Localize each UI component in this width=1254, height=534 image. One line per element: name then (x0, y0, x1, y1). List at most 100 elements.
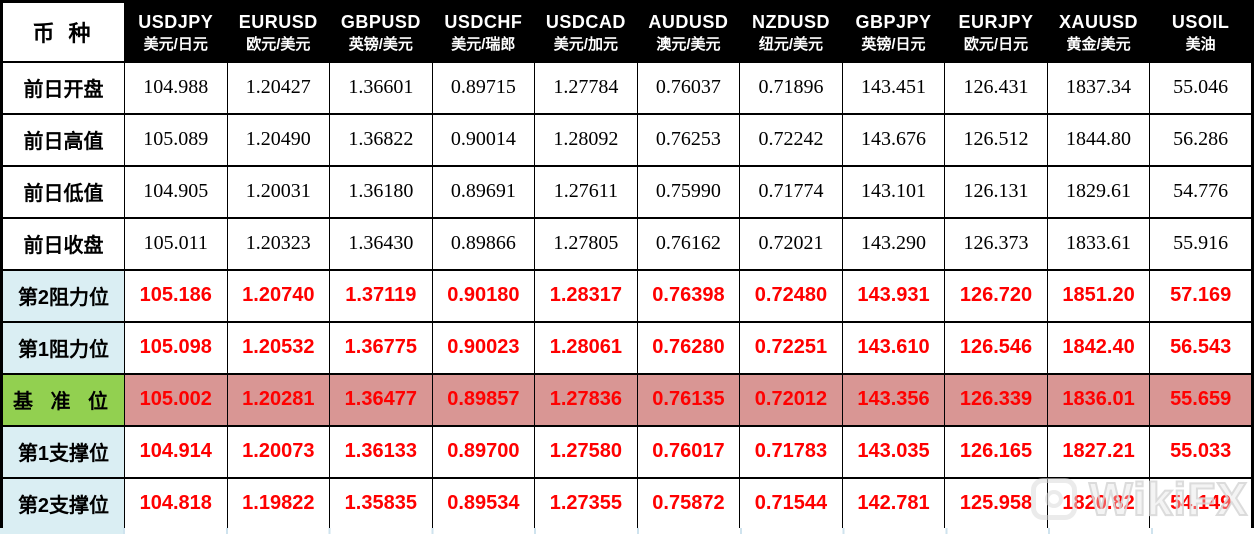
table-row: 第2支撑位 104.818 1.19822 1.35835 0.89534 1.27355… (1, 476, 1253, 531)
table-cell: 0.90014 (431, 112, 536, 167)
table-cell: 1.36180 (329, 164, 433, 219)
column-symbol: USDJPY (138, 11, 214, 32)
table-cell: 1829.61 (1046, 164, 1151, 219)
header-row: 币 种 USDJPY 美元/日元 EURUSD 欧元/美元 GBPUSD 英镑/美元 USD… (1, 0, 1253, 63)
table-cell: 1.27580 (534, 424, 638, 479)
table-cell: 55.033 (1149, 424, 1253, 479)
table-cell: 1.36775 (329, 320, 433, 375)
column-name-cn: 美元/加元 (553, 35, 618, 53)
table-cell: 104.818 (124, 476, 228, 531)
table-cell: 143.451 (841, 60, 946, 115)
column-name-cn: 欧元/日元 (963, 35, 1029, 53)
table-cell: 1844.80 (1046, 112, 1151, 167)
column-symbol: GBPJPY (855, 11, 932, 32)
table-cell: 1.36822 (329, 112, 433, 167)
column-header-usdchf: USDCHF 美元/瑞郎 (431, 0, 536, 63)
column-name-cn: 美元/瑞郎 (451, 35, 516, 53)
table-cell: 0.76280 (636, 320, 741, 375)
table-cell: 0.90023 (431, 320, 536, 375)
table-cell: 1.36430 (329, 216, 433, 271)
column-name-cn: 英镑/日元 (861, 35, 926, 53)
table-cell: 1.27805 (534, 216, 638, 271)
table-cell: 1.27784 (534, 60, 638, 115)
column-header-usdcad: USDCAD 美元/加元 (534, 0, 638, 63)
column-symbol: AUDUSD (648, 11, 729, 32)
table-cell: 105.011 (124, 216, 228, 271)
table-cell: 0.76037 (636, 60, 741, 115)
table-cell: 126.546 (944, 320, 1048, 375)
table-cell: 55.916 (1149, 216, 1253, 271)
table-cell: 105.098 (124, 320, 228, 375)
table-cell: 1.35835 (329, 476, 433, 531)
table-cell: 0.71896 (739, 60, 843, 115)
table-cell: 105.089 (124, 112, 228, 167)
table-cell: 0.90180 (431, 268, 536, 323)
table-cell: 126.512 (944, 112, 1048, 167)
table-cell: 104.914 (124, 424, 228, 479)
table-cell: 126.720 (944, 268, 1048, 323)
table-cell: 0.71544 (739, 476, 843, 531)
column-symbol: GBPUSD (340, 11, 421, 32)
table-cell: 143.356 (841, 372, 946, 427)
table-cell: 1.36477 (329, 372, 433, 427)
table-cell: 0.76017 (636, 424, 741, 479)
table-cell: 1.28317 (534, 268, 638, 323)
table-cell: 0.72012 (739, 372, 843, 427)
table-cell: 1837.34 (1046, 60, 1151, 115)
table-cell: 1.19822 (226, 476, 331, 531)
table-cell: 0.71774 (739, 164, 843, 219)
table-row: 第2阻力位 105.186 1.20740 1.37119 0.90180 1.28317… (1, 268, 1253, 323)
column-header-gbpjpy: GBPJPY 英镑/日元 (841, 0, 946, 63)
table-cell: 1.28061 (534, 320, 638, 375)
table-cell: 1820.82 (1046, 476, 1151, 531)
column-name-cn: 英镑/美元 (348, 35, 413, 53)
table-cell: 142.781 (841, 476, 946, 531)
table-cell: 0.75990 (636, 164, 741, 219)
table-cell: 0.76398 (636, 268, 741, 323)
table-cell: 1.20740 (226, 268, 331, 323)
table-cell: 1.20323 (226, 216, 331, 271)
table-cell: 143.931 (841, 268, 946, 323)
column-header-audusd: AUDUSD 澳元/美元 (636, 0, 741, 63)
row-label: 第2支撑位 (1, 476, 125, 531)
table-cell: 1.27355 (534, 476, 638, 531)
row-label: 基 准 位 (1, 372, 125, 427)
row-label: 前日低值 (1, 164, 125, 219)
column-symbol: EURJPY (958, 11, 1034, 32)
table-cell: 0.75872 (636, 476, 741, 531)
column-header-eurusd: EURUSD 欧元/美元 (226, 0, 331, 63)
column-symbol: EURUSD (238, 11, 318, 32)
table-cell: 0.72251 (739, 320, 843, 375)
table-cell: 143.610 (841, 320, 946, 375)
table-cell: 0.76162 (636, 216, 741, 271)
table-cell: 0.72480 (739, 268, 843, 323)
row-label: 第2阻力位 (1, 268, 125, 323)
column-name-cn: 美油 (1185, 35, 1216, 53)
table-cell: 143.290 (841, 216, 946, 271)
table-cell: 1.20490 (226, 112, 331, 167)
row-label: 前日收盘 (1, 216, 125, 271)
column-name-cn: 纽元/美元 (758, 35, 824, 53)
table-cell: 126.373 (944, 216, 1048, 271)
table-cell: 55.659 (1149, 372, 1253, 427)
table-cell: 56.286 (1149, 112, 1253, 167)
table-cell: 126.131 (944, 164, 1048, 219)
table-cell: 0.89866 (431, 216, 536, 271)
column-name-cn: 欧元/美元 (246, 35, 311, 53)
table-cell: 0.89534 (431, 476, 536, 531)
table-cell: 1.36133 (329, 424, 433, 479)
table-cell: 1.20532 (226, 320, 331, 375)
table-cell: 125.958 (944, 476, 1048, 531)
table-cell: 1.27836 (534, 372, 638, 427)
table-cell: 54.149 (1149, 476, 1253, 531)
table-row: 基 准 位 105.002 1.20281 1.36477 0.89857 1.27836… (1, 372, 1253, 427)
table-cell: 1.20031 (226, 164, 331, 219)
table-cell: 143.035 (841, 424, 946, 479)
table-cell: 105.002 (124, 372, 228, 427)
column-symbol: USOIL (1171, 11, 1230, 32)
row-label: 前日开盘 (1, 60, 125, 115)
table-cell: 1.20427 (226, 60, 331, 115)
column-header-nzdusd: NZDUSD 纽元/美元 (739, 0, 843, 63)
table-cell: 1842.40 (1046, 320, 1151, 375)
